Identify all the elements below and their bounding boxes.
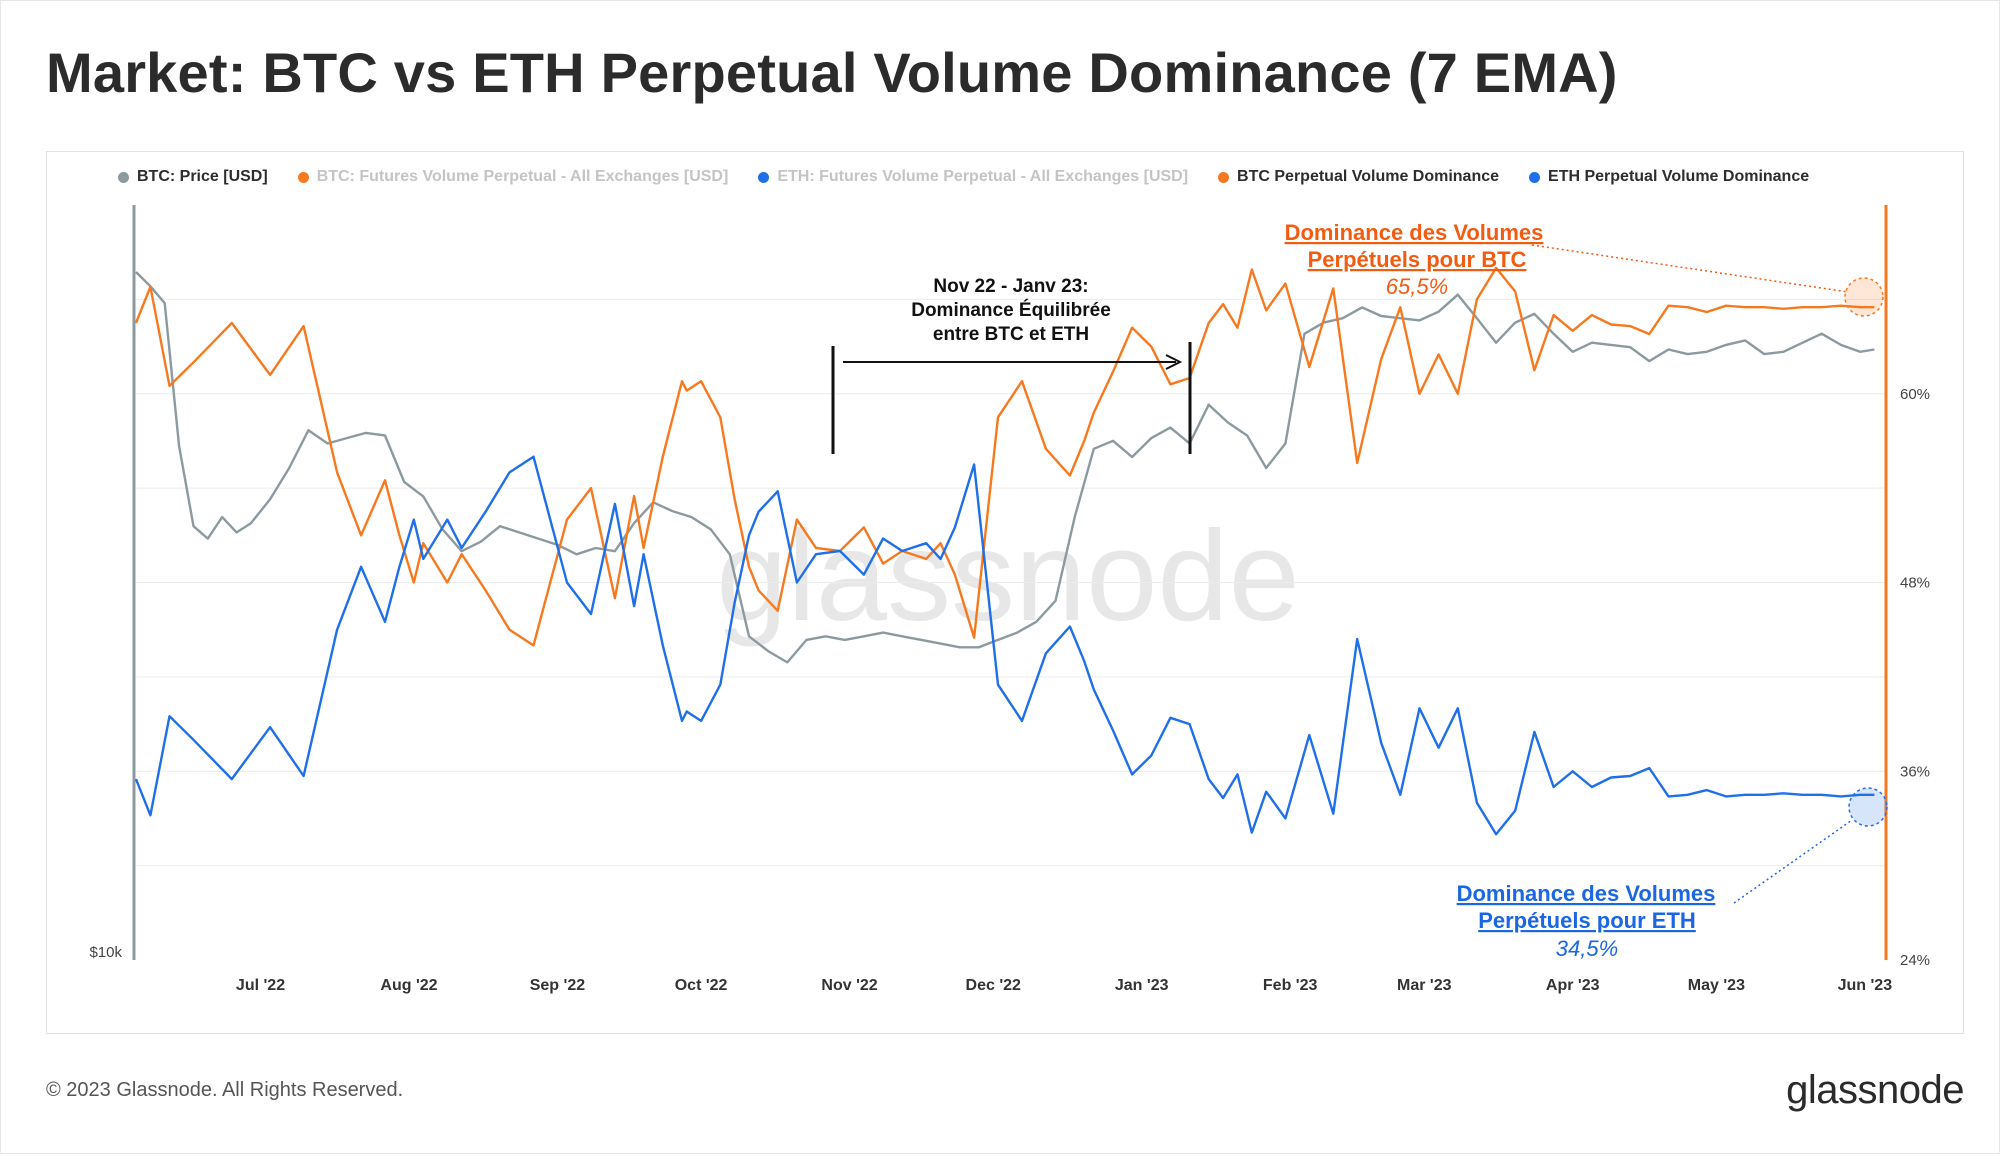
- btc-current-value-marker: [1844, 277, 1884, 317]
- x-axis-tick-label: Oct '22: [675, 977, 728, 994]
- btc-callout-value: 65,5%: [1386, 274, 1448, 299]
- legend-item-eth-dominance[interactable]: ETH Perpetual Volume Dominance: [1529, 168, 1809, 186]
- period-annotation-line3: entre BTC et ETH: [933, 324, 1089, 345]
- right-axis-tick-label: 60%: [1900, 386, 1930, 403]
- glassnode-logo[interactable]: glassnode: [1786, 1068, 1964, 1112]
- x-axis-tick-label: May '23: [1688, 977, 1745, 994]
- x-axis-tick-label: Nov '22: [821, 977, 877, 994]
- left-axis-tick-label: $10k: [89, 944, 122, 961]
- period-annotation-line2: Dominance Équilibrée: [911, 299, 1111, 321]
- x-axis-tick-label: Jul '22: [236, 977, 285, 994]
- x-axis-tick-label: Feb '23: [1263, 977, 1318, 994]
- x-axis-tick-label: Mar '23: [1397, 977, 1452, 994]
- x-axis-tick-label: Apr '23: [1546, 977, 1600, 994]
- period-annotation-line1: Nov 22 - Janv 23:: [933, 276, 1088, 297]
- legend-item-btc-price[interactable]: BTC: Price [USD]: [118, 168, 268, 186]
- eth-dominance-callout: Dominance des Volumes Perpétuels pour ET…: [1457, 787, 1888, 961]
- x-axis-tick-label: Jun '23: [1838, 977, 1893, 994]
- eth-dominance-line: [134, 455, 1875, 836]
- legend-dot-icon: [1218, 171, 1230, 183]
- legend-dot-icon: [758, 171, 770, 183]
- btc-price-line: [135, 271, 1875, 664]
- right-axis-ticks: 24% 36% 48% 60%: [1900, 386, 1930, 969]
- eth-callout-value: 34,5%: [1556, 936, 1618, 961]
- x-axis-ticks: Jul '22 Aug '22 Sep '22 Oct '22 Nov '22 Dec '…: [236, 977, 1892, 994]
- chart-container: [46, 151, 1964, 1034]
- legend-dot-icon: [1529, 171, 1541, 183]
- right-axis-tick-label: 48%: [1900, 575, 1930, 592]
- eth-callout-line1: Dominance des Volumes: [1457, 881, 1716, 906]
- btc-dominance-line: [134, 266, 1875, 647]
- btc-callout-leader: [1531, 244, 1849, 293]
- legend-dot-icon: [297, 171, 309, 183]
- x-axis-tick-label: Sep '22: [530, 977, 585, 994]
- legend-label: BTC Perpetual Volume Dominance: [1237, 168, 1500, 185]
- eth-callout-leader: [1733, 819, 1853, 904]
- btc-dominance-callout: Dominance des Volumes Perpétuels pour BT…: [1285, 220, 1884, 317]
- legend-label: BTC: Futures Volume Perpetual - All Exch…: [316, 168, 729, 185]
- x-axis-tick-label: Jan '23: [1115, 977, 1169, 994]
- arrow-right-icon: [1165, 354, 1183, 370]
- right-axis-tick-label: 24%: [1900, 952, 1930, 969]
- legend-label: BTC: Price [USD]: [137, 168, 268, 185]
- x-axis-tick-label: Aug '22: [380, 977, 437, 994]
- eth-current-value-marker: [1848, 787, 1888, 827]
- legend-dot-icon: [118, 171, 129, 183]
- legend-label: ETH: Futures Volume Perpetual - All Exch…: [777, 168, 1189, 185]
- btc-callout-line1: Dominance des Volumes: [1285, 220, 1544, 245]
- x-axis-tick-label: Dec '22: [966, 977, 1022, 994]
- series-layer: [134, 266, 1875, 836]
- btc-callout-line2: Perpétuels pour BTC: [1308, 247, 1527, 272]
- copyright-text: © 2023 Glassnode. All Rights Reserved.: [46, 1079, 404, 1101]
- legend-label: ETH Perpetual Volume Dominance: [1548, 168, 1810, 185]
- legend-item-btc-dominance[interactable]: BTC Perpetual Volume Dominance: [1218, 168, 1499, 186]
- period-annotation: Nov 22 - Janv 23: Dominance Équilibrée e…: [831, 276, 1192, 454]
- legend-item-btc-futures-volume[interactable]: BTC: Futures Volume Perpetual - All Exch…: [297, 168, 729, 186]
- eth-callout-line2: Perpétuels pour ETH: [1478, 908, 1696, 933]
- legend-item-eth-futures-volume[interactable]: ETH: Futures Volume Perpetual - All Exch…: [758, 168, 1188, 186]
- page-title: Market: BTC vs ETH Perpetual Volume Domi…: [46, 41, 1618, 104]
- right-axis-tick-label: 36%: [1900, 763, 1930, 780]
- chart-legend: BTC: Price [USD] BTC: Futures Volume Per…: [118, 168, 1809, 186]
- gridlines: [136, 298, 1884, 867]
- watermark-text: glassnode: [716, 505, 1300, 648]
